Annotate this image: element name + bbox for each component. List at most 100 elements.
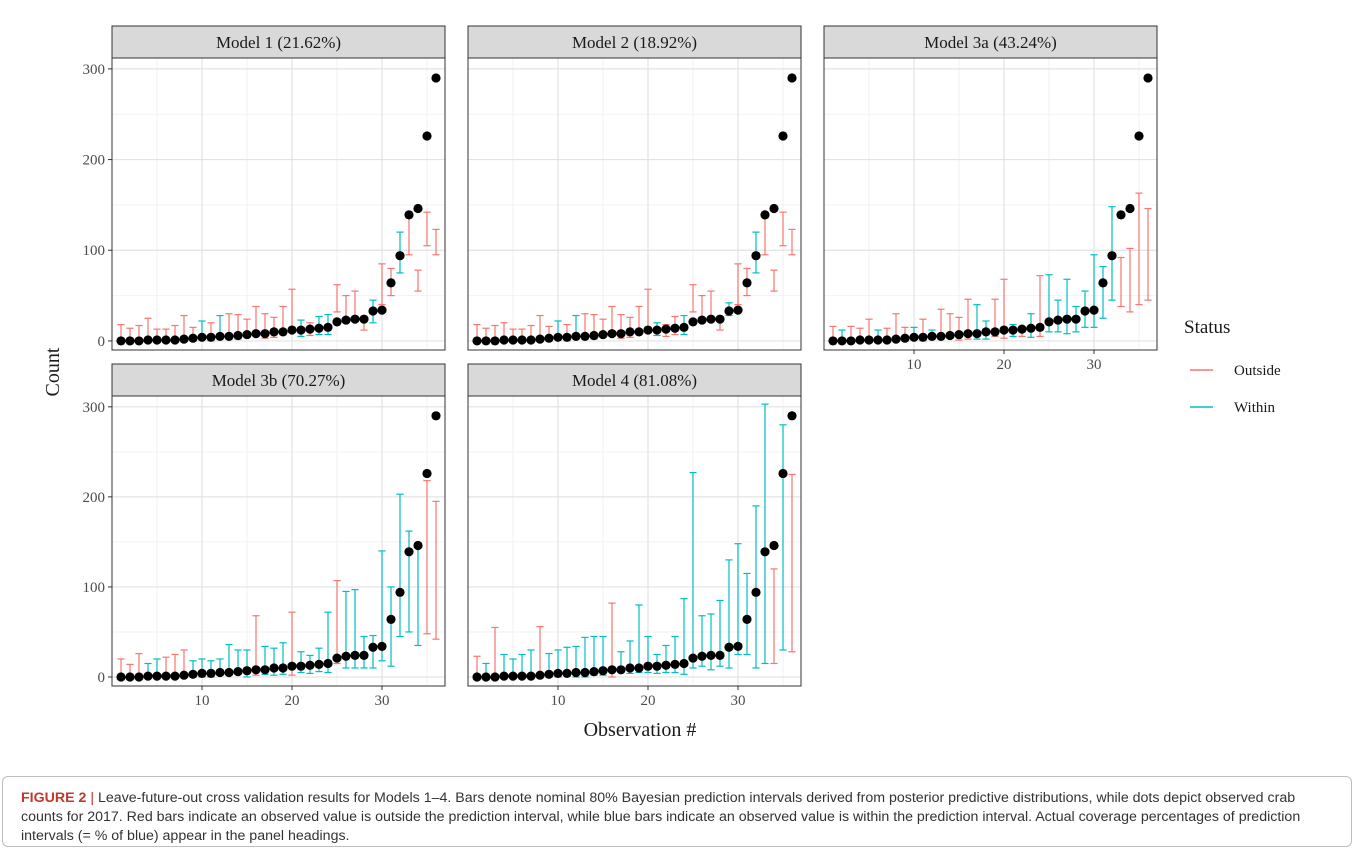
observed-point: [1089, 305, 1099, 315]
observed-point: [535, 670, 545, 680]
observed-point: [508, 671, 518, 681]
observed-point: [652, 661, 662, 671]
observed-point: [891, 334, 901, 344]
error-bar: [689, 284, 697, 313]
observed-point: [305, 324, 315, 334]
observed-point: [544, 333, 554, 343]
observed-point: [368, 306, 378, 316]
observed-point: [116, 672, 126, 682]
x-tick-label: 20: [997, 357, 1012, 373]
x-tick-label: 20: [641, 693, 656, 709]
error-bar: [1099, 265, 1107, 319]
x-tick-label: 10: [551, 693, 566, 709]
error-bar: [333, 284, 341, 313]
observed-point: [828, 336, 838, 346]
y-tick-label: 0: [98, 334, 106, 350]
y-tick-label: 200: [83, 490, 106, 506]
panel-strip: [111, 25, 446, 59]
legend-label-within: Within: [1234, 400, 1276, 416]
observed-point: [422, 468, 432, 479]
observed-point: [134, 336, 144, 346]
caption-separator: |: [90, 790, 95, 806]
caption-box: FIGURE 2 | Leave-future-out cross valida…: [2, 776, 1352, 847]
observed-point: [751, 587, 761, 597]
panel-strip: [467, 25, 802, 59]
observed-point: [927, 331, 937, 341]
error-bar: [1117, 256, 1125, 308]
observed-point: [990, 327, 1000, 337]
observed-point: [715, 650, 725, 660]
legend-title: Status: [1184, 317, 1230, 338]
error-bar: [1135, 192, 1143, 306]
observed-point: [544, 669, 554, 679]
error-bar: [378, 263, 386, 306]
error-bar: [414, 269, 422, 292]
observed-point: [260, 329, 270, 339]
observed-point: [1116, 210, 1126, 220]
observed-point: [643, 661, 653, 671]
observed-point: [116, 336, 126, 346]
observed-point: [1044, 317, 1054, 327]
x-tick-label: 30: [375, 693, 390, 709]
panel-strip: [467, 363, 802, 397]
x-tick-label: 30: [731, 693, 746, 709]
error-bar: [333, 580, 341, 665]
x-tick-label: 10: [907, 357, 922, 373]
error-bar: [779, 211, 787, 247]
observed-point: [769, 540, 779, 551]
observed-point: [206, 332, 216, 342]
panel-title: Model 2 (18.92%): [572, 33, 697, 52]
observed-point: [296, 325, 306, 335]
error-bar: [608, 602, 616, 678]
observed-point: [395, 587, 405, 597]
observed-point: [413, 540, 423, 551]
observed-point: [404, 210, 414, 220]
x-tick-label: 20: [285, 693, 300, 709]
observed-point: [278, 663, 288, 673]
observed-point: [553, 332, 563, 342]
panel-title: Model 3b (70.27%): [212, 371, 346, 390]
observed-point: [152, 335, 162, 345]
observed-point: [350, 314, 360, 324]
observed-point: [900, 333, 910, 343]
panel-border: [823, 57, 1158, 351]
observed-point: [481, 672, 491, 682]
observed-point: [242, 666, 252, 676]
observed-point: [404, 547, 414, 557]
panel-3: Model 3a (43.24%) 10 20 30: [823, 25, 1158, 373]
error-bar: [1090, 254, 1098, 328]
observed-point: [386, 278, 396, 288]
error-bar: [423, 211, 431, 247]
observed-point: [846, 336, 856, 346]
observed-point: [1008, 325, 1018, 335]
observed-point: [945, 330, 955, 341]
observed-point: [918, 332, 928, 342]
panel-border: [111, 57, 446, 351]
observed-point: [1017, 324, 1027, 334]
observed-point: [197, 332, 207, 342]
observed-point: [1107, 251, 1117, 261]
observed-point: [233, 666, 243, 677]
observed-point: [679, 658, 689, 669]
error-bar: [734, 263, 742, 306]
observed-point: [350, 650, 360, 660]
observed-point: [386, 614, 396, 624]
panel-background: [824, 58, 1157, 350]
observed-point: [413, 203, 423, 214]
observed-point: [1035, 322, 1045, 332]
observed-point: [1071, 314, 1081, 324]
observed-point: [251, 329, 261, 339]
caption-text: Leave-future-out cross validation result…: [21, 790, 1301, 844]
observed-point: [688, 317, 698, 327]
panel-title: Model 4 (81.08%): [572, 371, 697, 390]
observed-point: [562, 668, 572, 678]
observed-point: [1062, 314, 1072, 324]
error-bar: [1126, 247, 1134, 313]
observed-point: [224, 331, 234, 341]
observed-point: [526, 335, 536, 345]
observed-point: [571, 667, 581, 678]
legend: Status Outside Within: [1184, 317, 1281, 416]
observed-point: [963, 329, 973, 339]
